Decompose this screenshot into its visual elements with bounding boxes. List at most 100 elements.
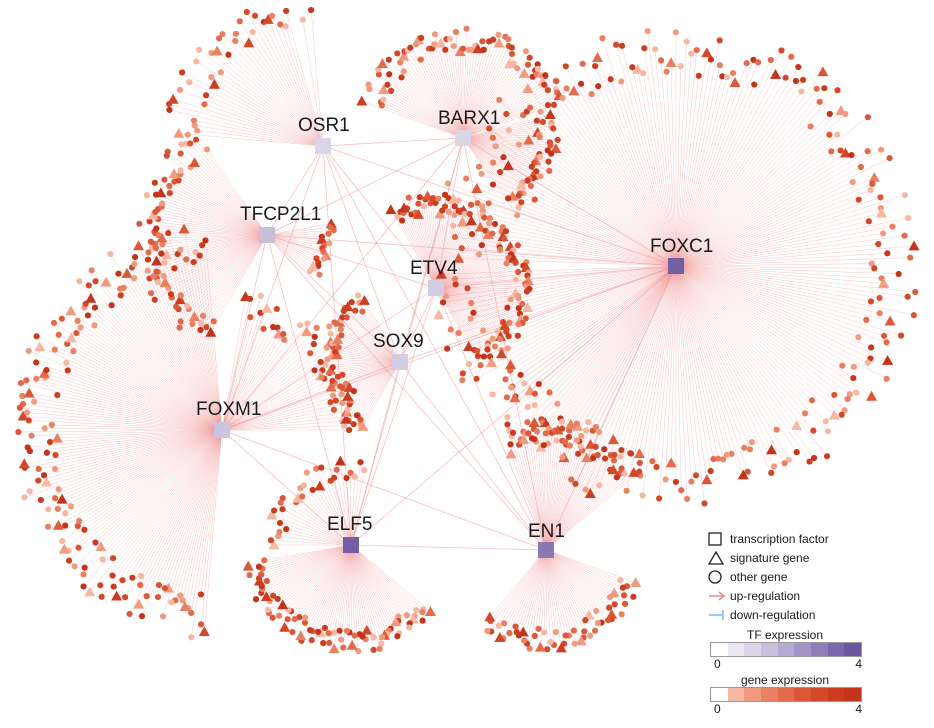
edge-up-regulation <box>64 429 223 550</box>
other-gene-node <box>542 430 550 437</box>
edge-up-regulation <box>156 228 268 236</box>
edge-up-regulation <box>545 549 585 632</box>
other-gene-node <box>492 143 499 150</box>
other-gene-node <box>268 12 276 20</box>
signature-gene-node <box>770 69 782 79</box>
edge-up-regulation <box>675 265 806 414</box>
edge-up-regulation <box>545 549 566 636</box>
other-gene-node <box>728 450 735 457</box>
tf-tf-edge <box>266 234 352 546</box>
edge-up-regulation <box>180 170 268 236</box>
other-gene-node <box>452 28 460 36</box>
other-gene-node <box>880 230 887 237</box>
edge-up-regulation <box>462 137 548 151</box>
edge-up-regulation <box>675 265 882 279</box>
other-gene-node <box>199 242 206 249</box>
other-gene-node <box>17 380 24 387</box>
edge-up-regulation <box>360 361 401 425</box>
edge-up-regulation <box>122 429 223 581</box>
edge-up-regulation <box>139 223 268 236</box>
other-gene-node <box>526 645 533 652</box>
other-gene-node <box>269 614 276 621</box>
signature-gene-node <box>279 621 291 632</box>
other-gene-node <box>486 215 494 222</box>
edge-up-regulation <box>336 469 352 546</box>
other-gene-node <box>62 522 69 529</box>
edge-up-regulation <box>435 287 519 309</box>
other-gene-node <box>864 359 871 366</box>
other-gene-node <box>623 487 630 494</box>
edge-up-regulation <box>321 467 352 546</box>
other-gene-node <box>276 528 283 536</box>
edge-up-regulation <box>675 101 820 267</box>
other-gene-node <box>464 285 471 292</box>
edge-up-regulation <box>545 472 634 551</box>
other-gene-node <box>54 505 61 513</box>
other-gene-node <box>351 632 358 639</box>
signature-gene-node <box>509 392 521 403</box>
edge-up-regulation <box>239 21 324 147</box>
edge-up-regulation <box>675 265 790 460</box>
edge-up-regulation <box>282 544 352 606</box>
edge-up-regulation <box>675 79 804 267</box>
other-gene-node <box>179 597 186 604</box>
edge-up-regulation <box>489 549 547 618</box>
edge-up-regulation <box>169 192 268 236</box>
edge-up-regulation <box>288 544 352 611</box>
edge-up-regulation <box>462 137 532 167</box>
signature-gene-node <box>591 52 603 62</box>
edge-up-regulation <box>67 343 223 431</box>
colorbar-swatch <box>711 688 728 701</box>
edge-up-regulation <box>545 469 614 551</box>
other-gene-node <box>541 629 548 636</box>
edge-up-regulation <box>670 62 677 267</box>
edge-up-regulation <box>254 15 324 147</box>
other-gene-node <box>799 76 807 84</box>
edge-up-regulation <box>675 166 861 267</box>
other-gene-node <box>370 634 377 641</box>
edge-up-regulation <box>462 45 510 139</box>
other-gene-node <box>407 44 414 51</box>
other-gene-node <box>307 350 314 357</box>
other-gene-node <box>25 347 32 355</box>
edge-up-regulation <box>545 549 602 623</box>
edge-up-regulation <box>157 234 268 283</box>
edge-up-regulation <box>258 544 352 567</box>
other-gene-node <box>71 563 78 570</box>
other-gene-node <box>110 583 117 590</box>
other-gene-node <box>119 577 126 584</box>
edge-up-regulation <box>462 63 514 139</box>
tf-tf-edge <box>221 145 324 431</box>
edge-up-regulation <box>675 253 888 267</box>
signature-gene-node <box>85 292 97 303</box>
other-gene-node <box>449 222 457 229</box>
colorbar-swatch <box>827 688 845 701</box>
edge-up-regulation <box>221 333 284 431</box>
edge-up-regulation <box>529 549 547 649</box>
other-gene-node <box>441 203 449 210</box>
edge-up-regulation <box>545 449 605 551</box>
other-gene-node <box>251 12 259 19</box>
edge-up-regulation <box>556 265 677 441</box>
other-gene-node <box>337 383 344 390</box>
edge-up-regulation <box>27 429 223 448</box>
other-gene-node <box>35 477 42 484</box>
tf-tf-edge <box>266 234 677 267</box>
other-gene-node <box>663 68 670 75</box>
edge-up-regulation <box>155 194 268 236</box>
other-gene-node <box>607 76 614 83</box>
edge-up-regulation <box>675 75 700 267</box>
signature-gene-node <box>884 315 896 326</box>
edge-up-regulation <box>277 544 352 600</box>
edge-up-regulation <box>180 153 268 236</box>
edge-up-regulation <box>435 250 514 289</box>
edge-up-regulation <box>190 143 268 236</box>
other-gene-node <box>31 398 38 405</box>
edge-up-regulation <box>350 476 355 546</box>
signature-gene-node <box>633 448 645 458</box>
other-gene-node <box>839 362 846 369</box>
other-gene-node <box>806 458 813 465</box>
edge-up-regulation <box>545 454 611 551</box>
edge-up-regulation <box>675 76 723 267</box>
edge-up-regulation <box>619 265 677 474</box>
